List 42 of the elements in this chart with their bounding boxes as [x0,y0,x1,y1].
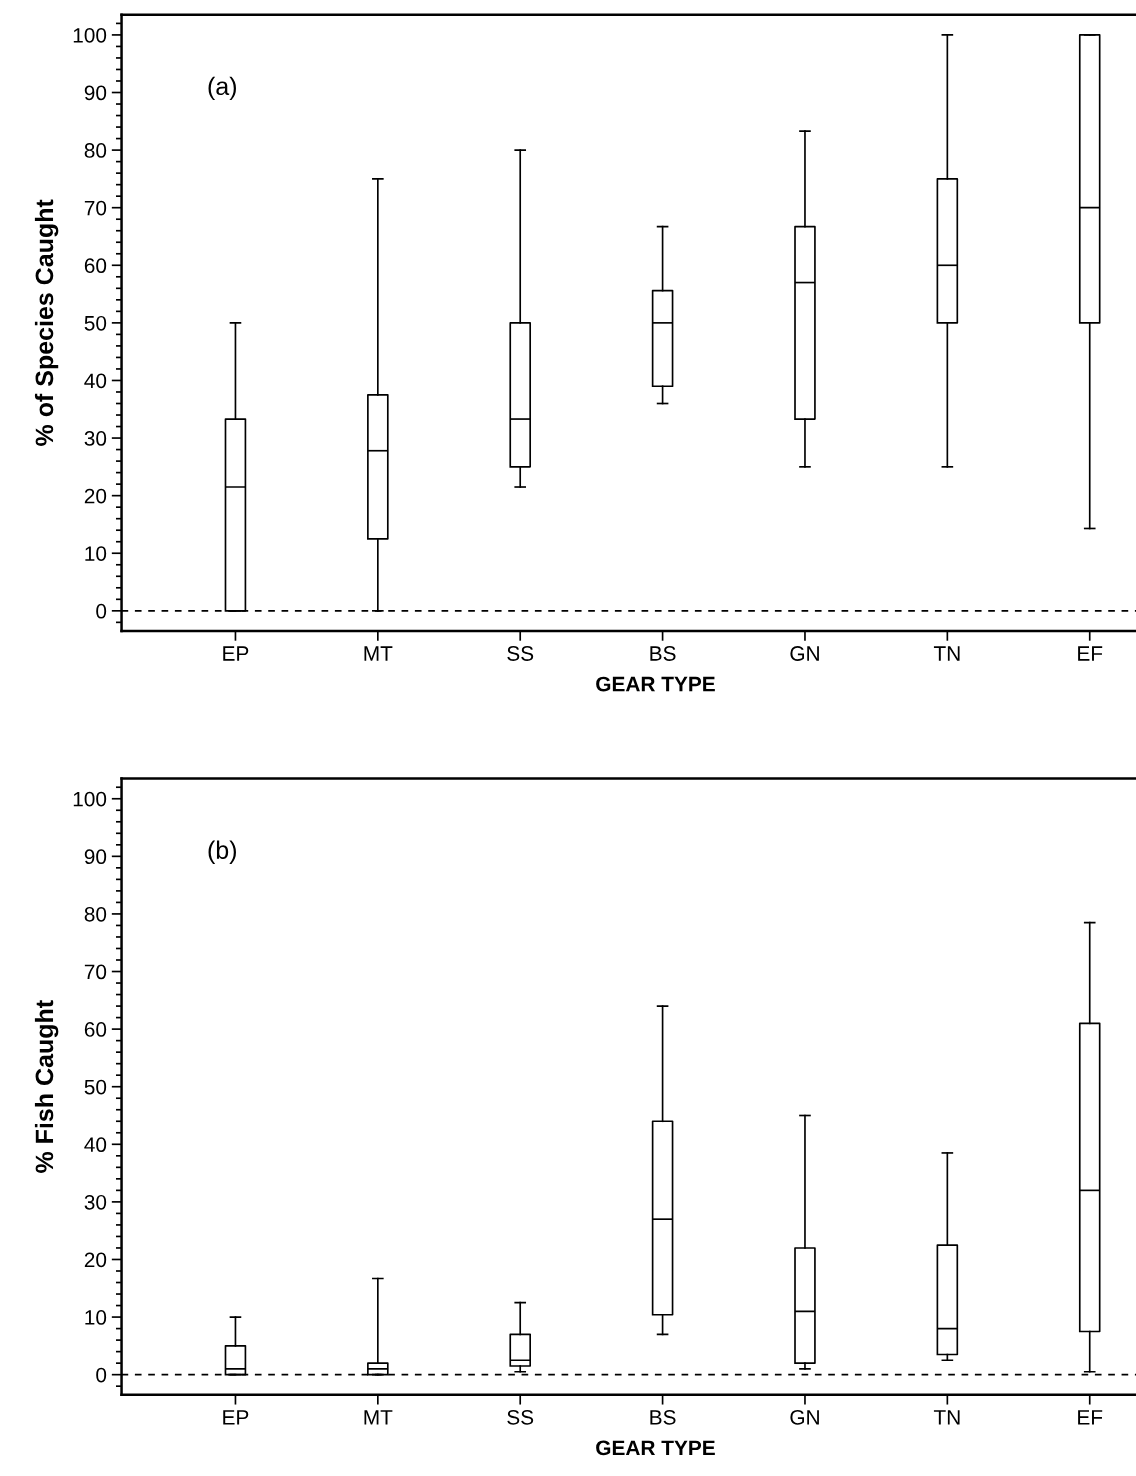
x-tick-label: BS [650,1409,676,1425]
x-axis-title: GEAR TYPE [596,1440,715,1456]
y-tick-label: 0 [96,1367,107,1383]
y-tick-label: 90 [84,849,107,865]
y-tick-label: 60 [84,1022,107,1037]
x-tick-label: MT [364,646,393,661]
y-tick-label: 30 [84,431,107,446]
annotation: (b) [208,840,236,864]
y-axis-title: % Fish Caught [34,1000,59,1173]
x-tick-label: GN [790,1409,819,1425]
y-tick-label: 20 [84,1252,107,1268]
y-tick-label: 50 [84,1079,107,1095]
x-tick-label: GN [790,646,819,661]
y-tick-label: 30 [84,1194,107,1210]
x-tick-label: SS [507,1409,534,1425]
y-tick-label: 40 [84,373,107,389]
x-tick-label: EF [1078,1410,1103,1425]
x-tick-label: TN [933,646,960,661]
y-tick-label: 10 [85,546,107,561]
y-tick-label: 0 [96,603,107,619]
x-axis-title: GEAR TYPE [596,676,715,692]
annotation: (a) [208,76,236,101]
y-tick-label: 60 [84,258,107,274]
y-tick-label: 40 [84,1137,107,1153]
x-tick-label: TN [933,1410,960,1425]
y-tick-label: 70 [84,200,107,216]
y-tick-label: 80 [84,906,107,922]
y-tick-label: 70 [84,964,107,980]
y-tick-label: 90 [84,85,107,101]
y-tick-label: 50 [84,315,107,331]
x-tick-label: EF [1078,646,1103,661]
x-tick-label: BS [650,646,676,661]
x-tick-label: MT [364,1410,393,1425]
y-tick-label: 80 [84,143,107,158]
y-axis-title: % of Species Caught [34,199,59,446]
y-tick-label: 100 [73,27,107,43]
y-tick-label: 100 [73,791,107,807]
y-tick-label: 10 [85,1310,107,1325]
x-tick-label: SS [507,646,534,661]
y-tick-label: 20 [84,488,107,504]
x-tick-label: EP [223,1410,249,1425]
x-tick-label: EP [223,646,249,661]
